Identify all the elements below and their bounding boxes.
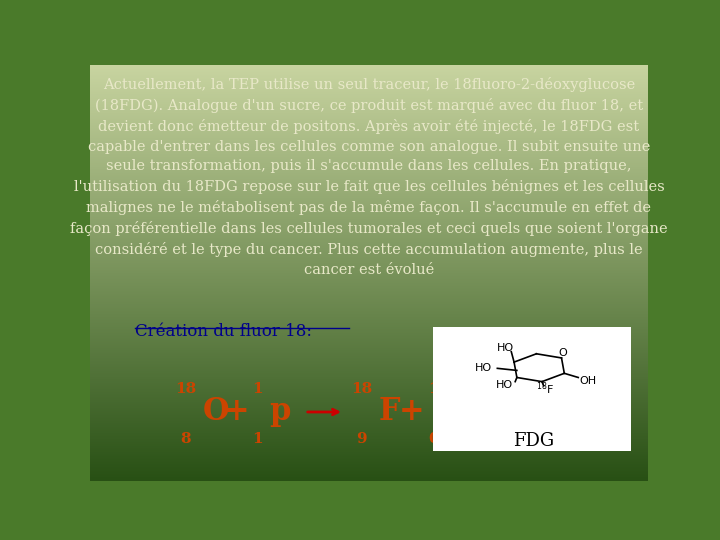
Text: HO: HO xyxy=(495,380,513,390)
Text: 0: 0 xyxy=(428,432,438,446)
Text: O: O xyxy=(559,348,567,357)
Text: p: p xyxy=(270,396,291,428)
Text: 1: 1 xyxy=(252,432,263,446)
Text: HO: HO xyxy=(497,342,514,353)
Text: F: F xyxy=(379,396,400,428)
Text: 9: 9 xyxy=(356,432,367,446)
Text: +: + xyxy=(399,396,425,428)
Text: OH: OH xyxy=(579,376,596,386)
Text: +: + xyxy=(223,396,249,428)
Text: 8: 8 xyxy=(181,432,192,446)
Text: n: n xyxy=(446,396,468,428)
Text: $^{18}$F: $^{18}$F xyxy=(536,381,554,397)
Text: 18: 18 xyxy=(176,382,197,396)
Text: HO: HO xyxy=(474,363,492,373)
FancyBboxPatch shape xyxy=(433,327,631,451)
Text: Actuellement, la TEP utilise un seul traceur, le 18fluoro-2-déoxyglucose
(18FDG): Actuellement, la TEP utilise un seul tra… xyxy=(70,77,668,277)
Text: Création du fluor 18:: Création du fluor 18: xyxy=(135,322,312,340)
Text: 1: 1 xyxy=(252,382,263,396)
Text: FDG: FDG xyxy=(513,432,554,450)
Text: 18: 18 xyxy=(351,382,372,396)
Text: 1: 1 xyxy=(428,382,438,396)
Text: O: O xyxy=(203,396,229,428)
